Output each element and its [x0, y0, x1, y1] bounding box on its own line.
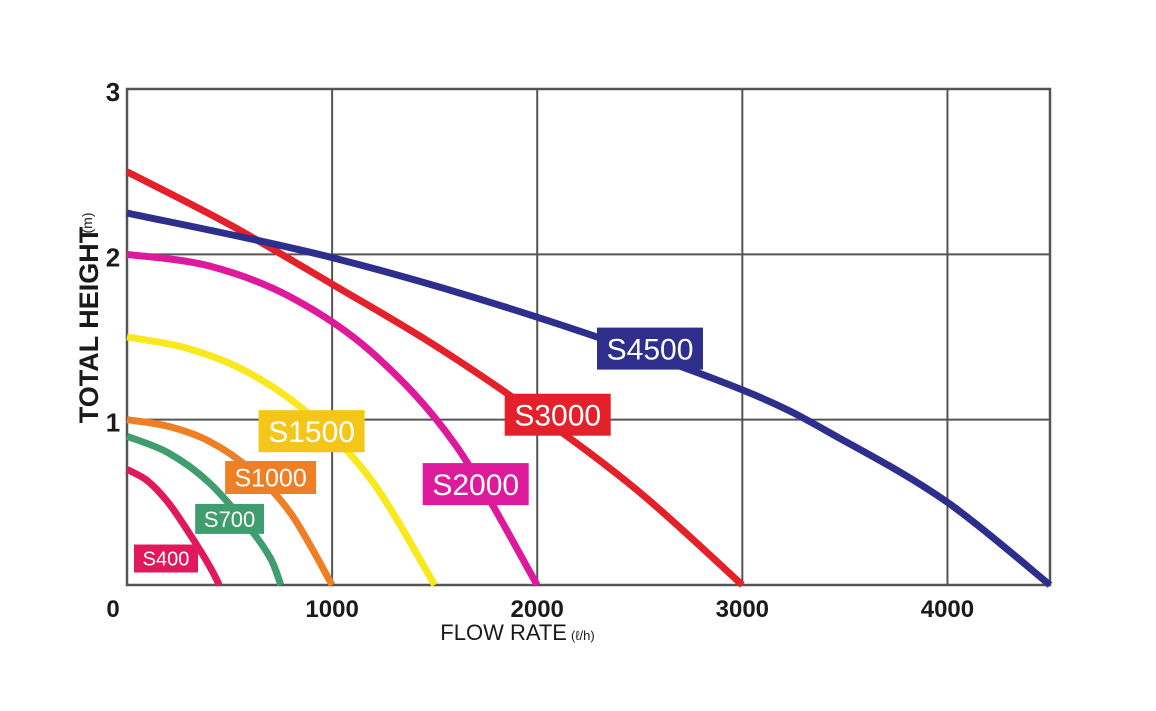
series-label-box — [504, 393, 611, 436]
y-axis-unit: (m) — [79, 213, 95, 234]
x-tick-label: 3000 — [716, 596, 769, 623]
y-tick-label: 3 — [106, 77, 120, 107]
series-label-text: S1000 — [234, 465, 306, 493]
x-axis-label: FLOW RATE — [440, 620, 567, 645]
series-line-s3000 — [125, 168, 745, 588]
series-label-text: S2000 — [432, 469, 519, 502]
x-tick-label: 4000 — [921, 596, 974, 623]
series-curves — [125, 168, 1053, 588]
series-label-text: S400 — [143, 549, 190, 571]
series-labels: S400 S700 S1000 S1500 S2000 S3000 S4500 — [134, 327, 703, 573]
x-tick-label: 2000 — [511, 596, 564, 623]
series-label-s4500: S4500 — [597, 327, 703, 370]
y-tick-label: 2 — [106, 242, 120, 272]
series-label-s1000: S1000 — [225, 461, 317, 494]
y-axis-title: TOTAL HEIGHT (m) — [74, 213, 104, 424]
series-line-s400 — [125, 466, 223, 587]
series-label-s1500: S1500 — [258, 410, 365, 453]
y-tick-label: 1 — [106, 408, 120, 438]
x-axis-title: FLOW RATE (ℓ/h) — [440, 620, 594, 645]
series-label-box — [195, 503, 264, 534]
tick-labels: 0 1000 2000 3000 4000 1 2 3 — [106, 77, 974, 623]
series-label-box — [134, 544, 198, 573]
series-label-s700: S700 — [195, 503, 264, 534]
x-tick-label: 1000 — [305, 596, 358, 623]
series-label-text: S3000 — [514, 400, 601, 433]
series-label-s3000: S3000 — [504, 393, 611, 436]
series-label-text: S1500 — [268, 416, 355, 449]
series-line-s1000 — [126, 416, 336, 587]
series-label-box — [422, 463, 529, 506]
series-label-box — [225, 461, 317, 494]
series-label-text: S4500 — [607, 333, 694, 366]
series-label-text: S700 — [204, 507, 255, 532]
series-line-s1500 — [126, 333, 438, 587]
x-tick-label: 0 — [106, 596, 119, 623]
series-label-s400: S400 — [134, 544, 198, 573]
series-label-s2000: S2000 — [422, 463, 529, 506]
y-axis-label: TOTAL HEIGHT — [74, 226, 104, 423]
x-axis-unit: (ℓ/h) — [571, 628, 595, 643]
series-label-box — [258, 410, 365, 453]
series-label-box — [597, 327, 703, 370]
